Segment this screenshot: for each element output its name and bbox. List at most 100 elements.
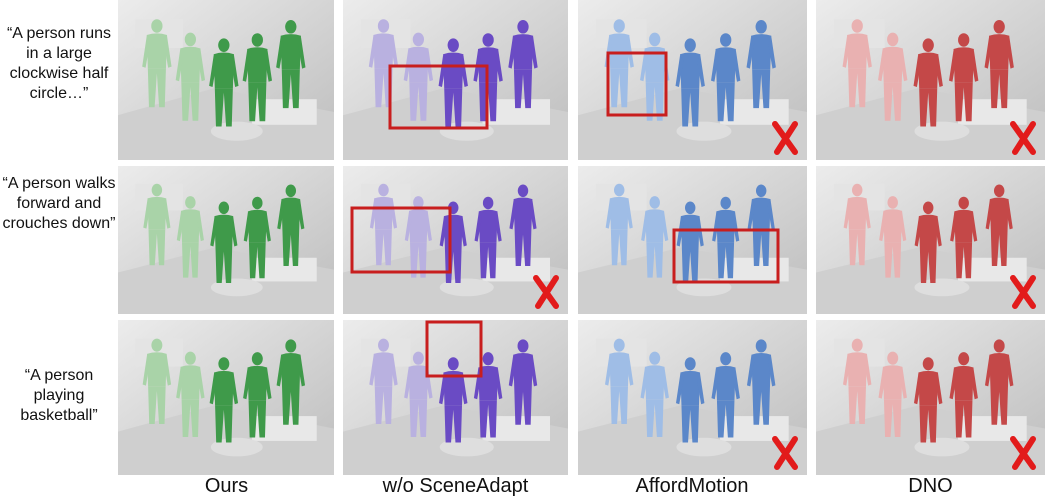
human-body: [242, 33, 273, 122]
scene-table: [914, 121, 970, 141]
human-body: [984, 19, 1014, 109]
human-body: [404, 196, 432, 278]
human-body: [913, 357, 943, 443]
prompt-row-3: “A person playing basketball”: [20, 367, 98, 424]
human-body: [142, 338, 172, 424]
human-body: [712, 196, 740, 279]
scene-furniture: [957, 257, 1027, 282]
highlight-box: [350, 206, 452, 274]
human-body: [984, 339, 1014, 425]
scene-table: [914, 437, 970, 457]
highlight-box: [388, 64, 489, 130]
column-label-dno: DNO: [908, 475, 953, 497]
prompt-row-2: “A person walks forward and crouches dow…: [2, 175, 116, 232]
human-body: [210, 201, 238, 284]
cross-mark-icon: [772, 436, 798, 470]
prompt-row-1: “A person runs in a large clockwise half…: [6, 25, 112, 102]
scene-table: [676, 437, 732, 457]
cross-mark-icon: [1010, 121, 1036, 155]
human-body: [675, 38, 705, 127]
human-body: [913, 38, 943, 127]
scene-furniture: [719, 257, 789, 282]
scene-furniture: [482, 257, 550, 282]
human-body: [243, 196, 271, 279]
human-body: [640, 351, 669, 437]
human-body: [878, 351, 907, 437]
cross-mark-icon: [772, 121, 798, 155]
human-body: [914, 201, 942, 284]
panel-affordmotion-row-2: [578, 166, 807, 314]
human-body: [176, 351, 205, 437]
human-body: [276, 339, 306, 425]
scene-table: [914, 278, 970, 297]
human-body: [404, 351, 433, 437]
human-body: [605, 183, 633, 266]
human-body: [175, 32, 206, 121]
human-body: [142, 19, 172, 108]
human-body: [746, 19, 776, 109]
scene-table: [210, 278, 263, 297]
human-body: [842, 338, 872, 424]
scene-table: [210, 437, 263, 457]
scene-furniture: [251, 257, 317, 282]
human-body: [474, 196, 502, 279]
human-body: [950, 196, 978, 279]
human-body: [842, 19, 872, 108]
scene-table: [439, 121, 494, 141]
highlight-box: [425, 320, 483, 378]
human-body: [209, 357, 239, 443]
human-body: [747, 184, 775, 266]
scene-table: [439, 437, 494, 457]
highlight-box: [606, 51, 668, 117]
human-body: [641, 196, 669, 278]
panel-ours-row-3: [118, 320, 334, 475]
human-body: [949, 352, 978, 438]
scene-table: [439, 278, 494, 297]
human-body: [508, 19, 538, 109]
human-body: [949, 33, 979, 122]
human-body: [277, 184, 305, 266]
panel-affordmotion-row-3: [578, 320, 807, 475]
human-body: [711, 33, 741, 122]
human-body: [243, 352, 272, 438]
panel-ours-row-2: [118, 166, 334, 314]
human-body: [508, 339, 538, 425]
panel-wo-sceneadapt-row-2: [343, 166, 568, 314]
human-body: [276, 19, 306, 109]
human-body: [985, 184, 1013, 266]
column-label-wo-sceneadapt: w/o SceneAdapt: [382, 475, 529, 497]
scene-table: [676, 121, 732, 141]
human-body: [509, 184, 537, 266]
cross-mark-icon: [533, 275, 559, 309]
human-body: [640, 32, 670, 121]
human-body: [843, 183, 871, 266]
human-body: [675, 357, 705, 443]
human-body: [368, 19, 399, 108]
column-label-ours: Ours: [204, 475, 249, 497]
cross-mark-icon: [1010, 436, 1036, 470]
cross-mark-icon: [1010, 275, 1036, 309]
column-label-affordmotion: AffordMotion: [635, 475, 749, 497]
human-body: [439, 357, 468, 443]
human-body: [143, 183, 171, 266]
panel-affordmotion-row-1: [578, 0, 807, 160]
panel-wo-sceneadapt-row-1: [343, 0, 568, 160]
human-body: [438, 38, 468, 127]
human-body: [176, 196, 204, 278]
panel-ours-row-1: [118, 0, 334, 160]
panel-dno-row-1: [816, 0, 1045, 160]
human-body: [746, 339, 776, 425]
panel-dno-row-2: [816, 166, 1045, 314]
scene-table: [210, 121, 263, 141]
human-body: [209, 38, 239, 127]
panel-wo-sceneadapt-row-3: [343, 320, 568, 475]
panel-dno-row-3: [816, 320, 1045, 475]
human-body: [604, 338, 634, 424]
highlight-box: [672, 228, 780, 284]
human-body: [878, 32, 908, 121]
human-body: [473, 352, 503, 438]
human-body: [711, 352, 740, 438]
human-body: [879, 196, 907, 278]
human-body: [369, 338, 398, 424]
